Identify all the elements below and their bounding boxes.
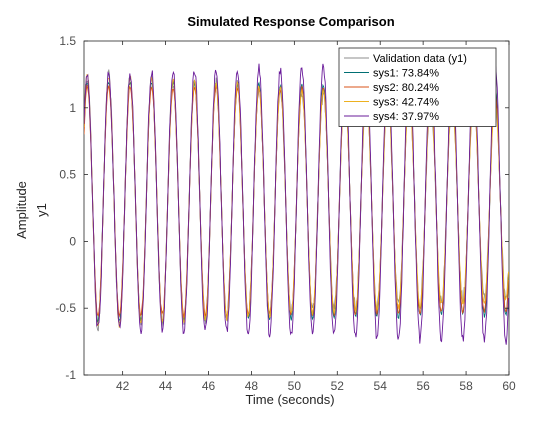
- sys4-line: [84, 57, 509, 345]
- series-layer: [84, 57, 509, 345]
- y-tick-label: 0.5: [59, 168, 76, 182]
- legend-entry: sys4: 37.97%: [373, 111, 439, 123]
- x-tick-label: 42: [116, 379, 130, 393]
- x-tick-label: 48: [245, 379, 259, 393]
- x-tick-label: 44: [159, 379, 173, 393]
- y-tick-label: -1: [65, 368, 76, 382]
- x-tick-label: 46: [202, 379, 216, 393]
- legend: Validation data (y1) sys1: 73.84% sys2: 80…: [338, 47, 497, 127]
- chart-title: Simulated Response Comparison: [187, 14, 394, 29]
- legend-entry: sys1: 73.84%: [373, 68, 439, 80]
- x-tick-label: 52: [331, 379, 345, 393]
- x-tick-label: 56: [416, 379, 430, 393]
- legend-entry: sys3: 42.74%: [373, 97, 439, 109]
- y-tick-label: 0: [69, 234, 76, 248]
- x-axis-label: Time (seconds): [245, 392, 334, 407]
- y-axis-label: Amplitude: [14, 181, 29, 239]
- x-tick-label: 60: [502, 379, 516, 393]
- x-tick-label: 58: [459, 379, 473, 393]
- x-tick-label: 50: [288, 379, 302, 393]
- legend-entry: sys2: 80.24%: [373, 82, 439, 94]
- y-tick-label: 1: [69, 101, 76, 115]
- y-tick-label: -0.5: [55, 301, 76, 315]
- y-tick-label: 1.5: [59, 34, 76, 48]
- x-axis: 42 44 46 48 50 52 54 56 58 60: [116, 41, 516, 393]
- x-tick-label: 54: [374, 379, 388, 393]
- legend-entry: Validation data (y1): [373, 53, 467, 65]
- channel-label: y1: [34, 203, 49, 217]
- y-axis: -1 -0.5 0 0.5 1 1.5: [55, 34, 509, 382]
